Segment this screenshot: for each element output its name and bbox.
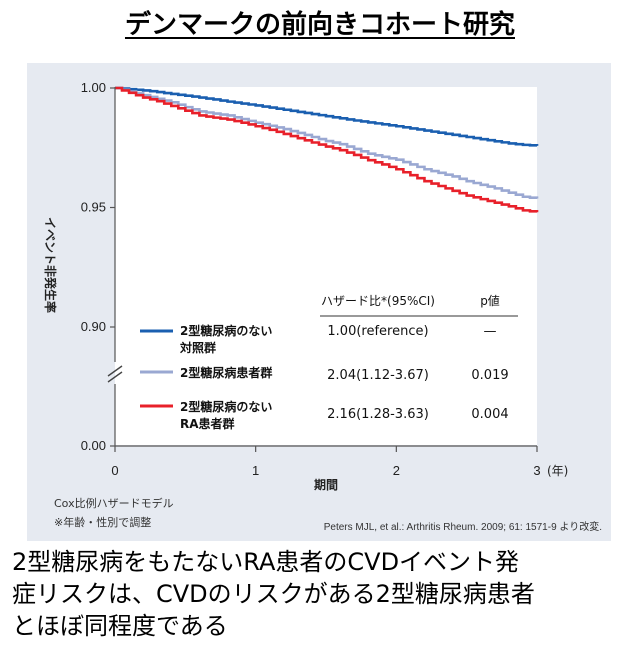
caption-line-1: 2型糖尿病をもたないRA患者のCVDイベント発 [12, 548, 520, 576]
page-title: デンマークの前向きコホート研究 [124, 10, 515, 40]
y-tick-label: 0.90 [81, 319, 106, 334]
y-tick-label: 1.00 [81, 80, 106, 95]
x-tick-label: 0 [111, 463, 118, 478]
caption: 2型糖尿病をもたないRA患者のCVDイベント発 症リスクは、CVDのリスクがある… [12, 546, 632, 642]
legend-label-ra-1: 2型糖尿病のない [180, 399, 272, 414]
caption-line-2: 症リスクは、CVDのリスクがある2型糖尿病患者 [12, 580, 535, 608]
x-tick-label: 1 [252, 463, 259, 478]
y-axis-label: イベント非発生率 [43, 217, 58, 313]
table-header-hr: ハザード比*(95%CI) [321, 294, 435, 308]
x-unit-label: (年) [547, 464, 568, 478]
legend-table: ハザード比*(95%CI) p値 2型糖尿病のない 対照群 1.00(refer… [140, 293, 518, 431]
series-line-2 [115, 86, 539, 213]
legend-label-ra-2: RA患者群 [180, 416, 235, 431]
legend-label-control-2: 対照群 [179, 340, 216, 355]
caption-line-3: とほぼ同程度である [12, 612, 228, 640]
y-tick-label: 0.95 [81, 200, 106, 215]
p-diabetes: 0.019 [471, 368, 508, 383]
x-tick-label: 3 [533, 463, 540, 478]
p-ra: 0.004 [471, 407, 508, 422]
x-axis-label: 期間 [314, 477, 338, 492]
note-cox-model: Cox比例ハザードモデル [54, 496, 174, 510]
y-tick-label: 0.00 [81, 438, 106, 453]
series-line-0 [115, 86, 539, 147]
legend-label-control-1: 2型糖尿病のない [180, 323, 272, 338]
x-tick-label: 2 [393, 463, 400, 478]
p-control: — [484, 324, 497, 339]
axis-break-icon [107, 365, 123, 383]
hr-ra: 2.16(1.28-3.63) [327, 407, 429, 422]
table-header-p: p値 [480, 293, 500, 308]
note-adjustment: ※年齢・性別で調整 [54, 515, 151, 529]
hr-diabetes: 2.04(1.12-3.67) [327, 368, 429, 383]
hr-control: 1.00(reference) [327, 324, 428, 339]
source-citation: Peters MJL, et al.: Arthritis Rheum. 200… [324, 520, 602, 533]
legend-label-diabetes: 2型糖尿病患者群 [180, 365, 272, 380]
